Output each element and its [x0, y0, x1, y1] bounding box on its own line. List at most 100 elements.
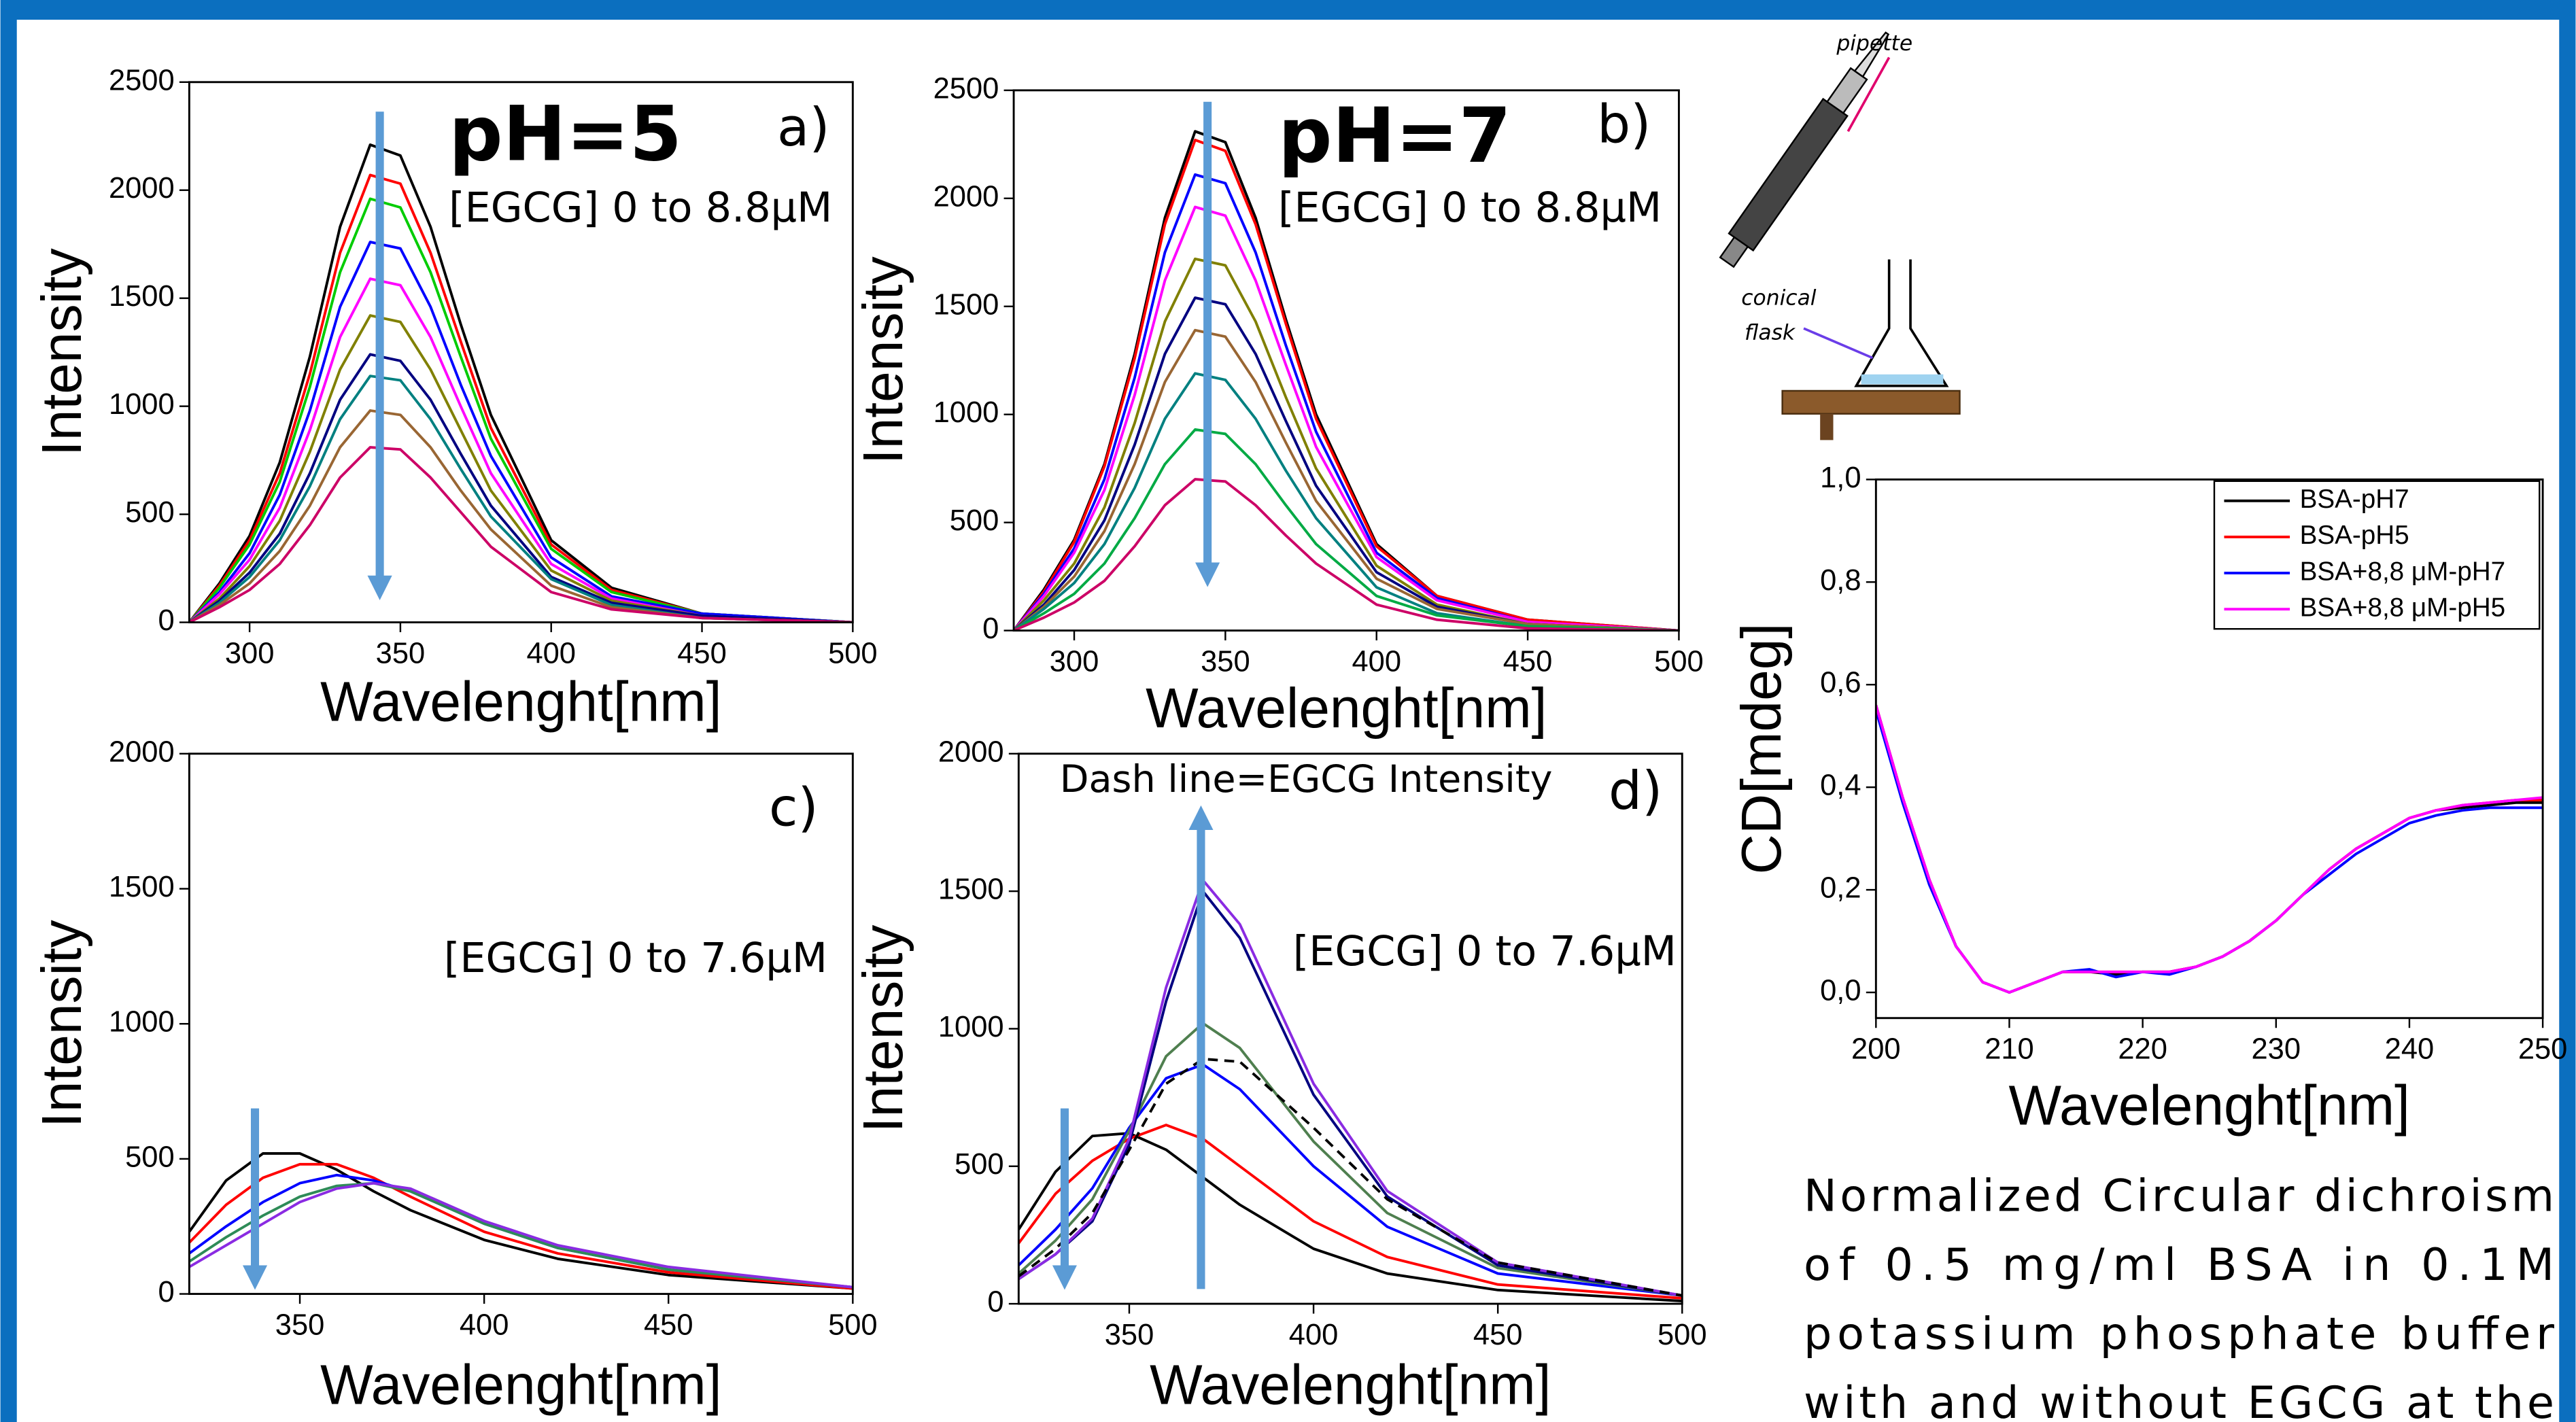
- y-tick-label: 1000: [109, 388, 175, 421]
- series-line: [189, 1181, 853, 1289]
- annotation: b): [1597, 94, 1651, 155]
- series-line: [1014, 205, 1679, 631]
- pipette: [1719, 31, 1890, 268]
- y-tick-label: 2000: [109, 735, 175, 768]
- series-line: [1014, 296, 1679, 631]
- chart: 0 500 1000 1500 2000 2500 300 350 400 450 500 Wavel…: [31, 64, 878, 733]
- series-line: [189, 1162, 853, 1290]
- x-tick-label: 240: [2385, 1033, 2435, 1066]
- annotation: Dash line=EGCG Intensity: [1060, 757, 1553, 801]
- series-line: [1014, 372, 1679, 631]
- series-line: [189, 197, 853, 623]
- series-line: [1876, 704, 2543, 994]
- series-line: [189, 1152, 853, 1290]
- y-axis-label: Intensity: [853, 256, 914, 464]
- plot-frame: [1017, 752, 1683, 1305]
- annotation: c): [769, 777, 819, 838]
- series-line: [1014, 328, 1679, 631]
- annotation: pH=5: [449, 91, 682, 179]
- legend-label: BSA-pH7: [2300, 485, 2409, 514]
- x-tick-label: 350: [1105, 1319, 1154, 1351]
- chart: 0 500 1000 1500 2000 2500 300 350 400 450 500 Wavel…: [853, 72, 1704, 740]
- y-axis-label: Intensity: [853, 925, 914, 1133]
- annotation: pH=7: [1278, 92, 1511, 180]
- y-tick-label: 0,0: [1820, 974, 1861, 1007]
- plot-frame: [1874, 478, 2544, 1020]
- chart: 0 500 1000 1500 2000 350 400 450 500 Wavelenght[n…: [853, 735, 1707, 1416]
- x-tick-label: 300: [1050, 645, 1099, 678]
- series-line: [189, 241, 853, 623]
- legend-box: [2213, 480, 2541, 630]
- table-leg: [1820, 413, 1834, 440]
- y-tick-label: 1,0: [1820, 462, 1861, 494]
- y-tick-label: 2000: [109, 172, 175, 205]
- x-tick-label: 200: [1851, 1033, 1901, 1066]
- series-line: [189, 375, 853, 623]
- series-line: [189, 409, 853, 623]
- y-tick-label: 500: [125, 1141, 175, 1173]
- x-tick-label: 220: [2118, 1033, 2167, 1066]
- series-line: [189, 143, 853, 623]
- series-line: [1014, 478, 1679, 631]
- y-tick-label: 1500: [938, 873, 1004, 906]
- y-axis-label: CD[mdeg]: [1731, 623, 1793, 875]
- x-axis-label: Wavelenght[nm]: [2009, 1075, 2410, 1137]
- y-tick-label: 0: [987, 1286, 1003, 1319]
- y-tick-label: 0,2: [1820, 872, 1861, 905]
- x-axis-label: Wavelenght[nm]: [320, 671, 721, 733]
- y-tick-label: 2500: [109, 64, 175, 97]
- annotation: [EGCG] 0 to 7.6μM: [1293, 928, 1677, 975]
- y-tick-label: 1000: [933, 396, 999, 429]
- x-tick-label: 300: [225, 637, 275, 670]
- x-tick-label: 500: [828, 1308, 878, 1341]
- x-axis-label: Wavelenght[nm]: [320, 1354, 721, 1416]
- y-axis-label: Intensity: [31, 248, 93, 456]
- series-line: [189, 173, 853, 623]
- chart: 0,0 0,2 0,4 0,6 0,8 1,0 200 210 220 230 240 250 Wave…: [1731, 462, 2567, 1137]
- y-tick-label: 500: [955, 1148, 1004, 1181]
- x-tick-label: 450: [1473, 1319, 1523, 1351]
- arrows: [242, 101, 1220, 1290]
- caption-line: potassium phosphate buffer: [1804, 1308, 2554, 1359]
- pointer: [1803, 327, 1874, 360]
- x-tick-label: 400: [1352, 645, 1401, 678]
- y-tick-label: 500: [950, 504, 999, 537]
- legend-label: BSA+8,8 μM-pH5: [2300, 593, 2506, 622]
- y-tick-label: 1000: [938, 1011, 1004, 1043]
- legend-label: BSA-pH5: [2300, 521, 2409, 550]
- x-tick-label: 400: [460, 1308, 509, 1341]
- y-tick-label: 2000: [938, 735, 1004, 768]
- annotation: a): [777, 97, 830, 158]
- caption-line: Normalized Circular dichroism: [1804, 1170, 2554, 1222]
- x-tick-label: 500: [828, 637, 878, 670]
- y-tick-label: 2000: [933, 180, 999, 213]
- x-tick-label: 450: [644, 1308, 693, 1341]
- x-tick-label: 500: [1658, 1319, 1707, 1351]
- plot-frame: [188, 81, 854, 624]
- series-line: [189, 277, 853, 623]
- y-tick-label: 0: [158, 604, 174, 637]
- y-tick-label: 0,6: [1820, 667, 1861, 699]
- pointer: [1847, 56, 1891, 133]
- x-tick-label: 450: [677, 637, 727, 670]
- annotation: d): [1609, 761, 1662, 822]
- flask: [1854, 259, 1949, 387]
- y-tick-label: 1000: [109, 1006, 175, 1039]
- y-tick-label: 0: [982, 612, 999, 645]
- x-tick-label: 350: [275, 1308, 325, 1341]
- series-line: [1014, 139, 1679, 631]
- series-line: [189, 446, 853, 623]
- table: [1781, 389, 1961, 415]
- x-tick-label: 500: [1654, 645, 1704, 678]
- background: [16, 19, 2560, 1422]
- pipette-illustration: pipette conical flask: [1719, 31, 1961, 440]
- series-line: [1014, 428, 1679, 631]
- plot-frame: [1012, 89, 1680, 632]
- x-tick-label: 250: [2518, 1033, 2568, 1066]
- series-line: [189, 314, 853, 623]
- label: flask: [1745, 320, 1796, 345]
- x-tick-label: 450: [1503, 645, 1553, 678]
- y-tick-label: 0,4: [1820, 769, 1861, 802]
- x-axis-label: Wavelenght[nm]: [1150, 1354, 1551, 1416]
- annotation: [EGCG] 0 to 7.6μM: [444, 935, 827, 982]
